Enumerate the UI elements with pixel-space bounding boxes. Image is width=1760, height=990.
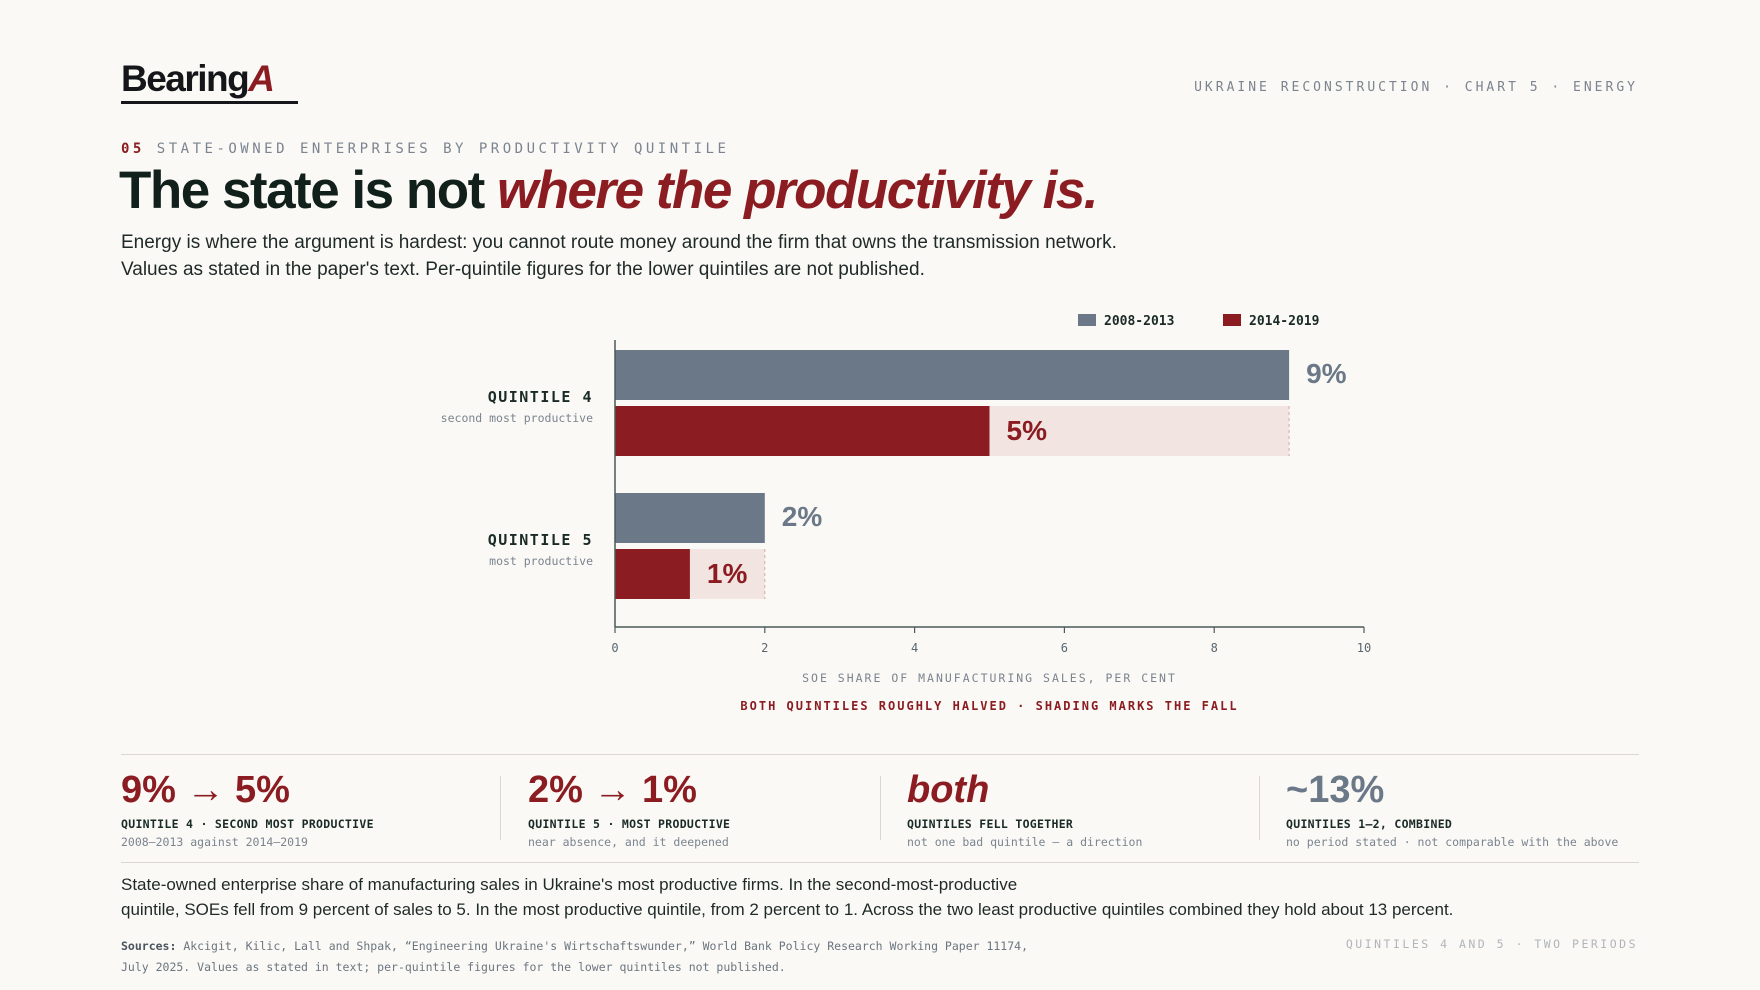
stat-label: QUINTILE 5 · MOST PRODUCTIVE [528,817,731,831]
stat-sub: 2008–2013 against 2014–2019 [121,835,308,849]
fall-shading [989,406,1290,456]
legend-label: 2014-2019 [1249,314,1319,329]
stat-divider [1259,776,1260,840]
legend-label: 2008-2013 [1104,314,1174,329]
stat-value: both [907,769,990,811]
stat-label: QUINTILES 1–2, COMBINED [1286,817,1453,831]
bar-2008-2013 [615,350,1290,400]
dek-line-2: Values as stated in the paper's text. Pe… [121,259,925,280]
sources-line-2: July 2025. Values as stated in text; per… [121,960,786,974]
logo-underline [121,101,298,104]
brand-name: Bearing [121,58,250,99]
bar-2014-2019 [615,549,690,599]
category-label: QUINTILE 4 [488,388,593,406]
stat-quintile-5: 2% → 1% QUINTILE 5 · MOST PRODUCTIVE nea… [528,769,731,849]
x-tick-label: 8 [1211,641,1218,655]
sources-label: Sources: [121,939,177,953]
stat-value: 9% → 5% [121,769,290,811]
page-title: The state is not where the productivity … [119,160,1099,221]
footer-note: QUINTILES 4 AND 5 · TWO PERIODS [1345,937,1638,951]
bar-2008-2013 [615,493,765,543]
value-label-2008-2013: 9% [1306,358,1347,389]
category-label: QUINTILE 5 [488,531,593,549]
value-label-2014-2019: 1% [707,558,748,589]
legend-swatch [1078,314,1096,326]
dek-line-1: Energy is where the argument is hardest:… [121,232,1117,253]
stat-value: 2% → 1% [528,769,697,811]
sources: Sources: Akcigit, Kilic, Lall and Shpak,… [121,936,1121,978]
brand-mark: A [248,58,275,99]
stat-divider [880,776,881,840]
sources-line-1: Akcigit, Kilic, Lall and Shpak, “Enginee… [183,939,1029,953]
value-label-2014-2019: 5% [1007,415,1048,446]
chart-number: 05 [121,141,145,157]
stat-value: ~13% [1286,769,1385,811]
stat-sub: near absence, and it deepened [528,835,729,849]
bar-2014-2019 [615,406,990,456]
kicker: 05 STATE-OWNED ENTERPRISES BY PRODUCTIVI… [121,141,729,157]
x-tick-label: 2 [761,641,768,655]
stat-sub: no period stated · not comparable with t… [1286,835,1619,849]
x-tick-label: 10 [1357,641,1371,655]
stat-label: QUINTILE 4 · SECOND MOST PRODUCTIVE [121,817,374,831]
stat-quintiles-1-2: ~13% QUINTILES 1–2, COMBINED no period s… [1286,769,1618,849]
x-tick-label: 6 [1061,641,1068,655]
stat-both: both QUINTILES FELL TOGETHER not one bad… [907,769,1142,849]
stats-strip: 9% → 5% QUINTILE 4 · SECOND MOST PRODUCT… [121,754,1639,863]
value-label-2008-2013: 2% [782,501,823,532]
summary-line-1: State-owned enterprise share of manufact… [121,875,1018,894]
stat-sub: not one bad quintile — a direction [907,835,1143,849]
category-sublabel: most productive [489,554,593,568]
summary-line-2: quintile, SOEs fell from 9 percent of sa… [121,900,1454,919]
series-breadcrumb: UKRAINE RECONSTRUCTION · CHART 5 · ENERG… [1194,80,1638,95]
stat-label: QUINTILES FELL TOGETHER [907,817,1074,831]
stat-divider [500,776,501,840]
bar-chart: 2008-2013 2014-2019 QUINTILE 4 second most … [441,314,1371,713]
x-tick-label: 0 [611,641,618,655]
title-emphasis: where the productivity is. [496,161,1099,220]
summary: State-owned enterprise share of manufact… [121,872,1601,922]
fall-shading [689,549,765,599]
x-tick-label: 4 [911,641,918,655]
brand-logo: BearingA [121,58,275,100]
legend-swatch [1223,314,1241,326]
stat-quintile-4: 9% → 5% QUINTILE 4 · SECOND MOST PRODUCT… [121,769,374,849]
title-plain: The state is not [119,161,497,220]
chart-annotation: BOTH QUINTILES ROUGHLY HALVED · SHADING … [740,699,1238,713]
dek: Energy is where the argument is hardest:… [121,229,1361,283]
kicker-text: STATE-OWNED ENTERPRISES BY PRODUCTIVITY … [156,141,730,157]
x-axis-title: SOE SHARE OF MANUFACTURING SALES, PER CE… [802,671,1177,685]
category-sublabel: second most productive [441,411,593,425]
